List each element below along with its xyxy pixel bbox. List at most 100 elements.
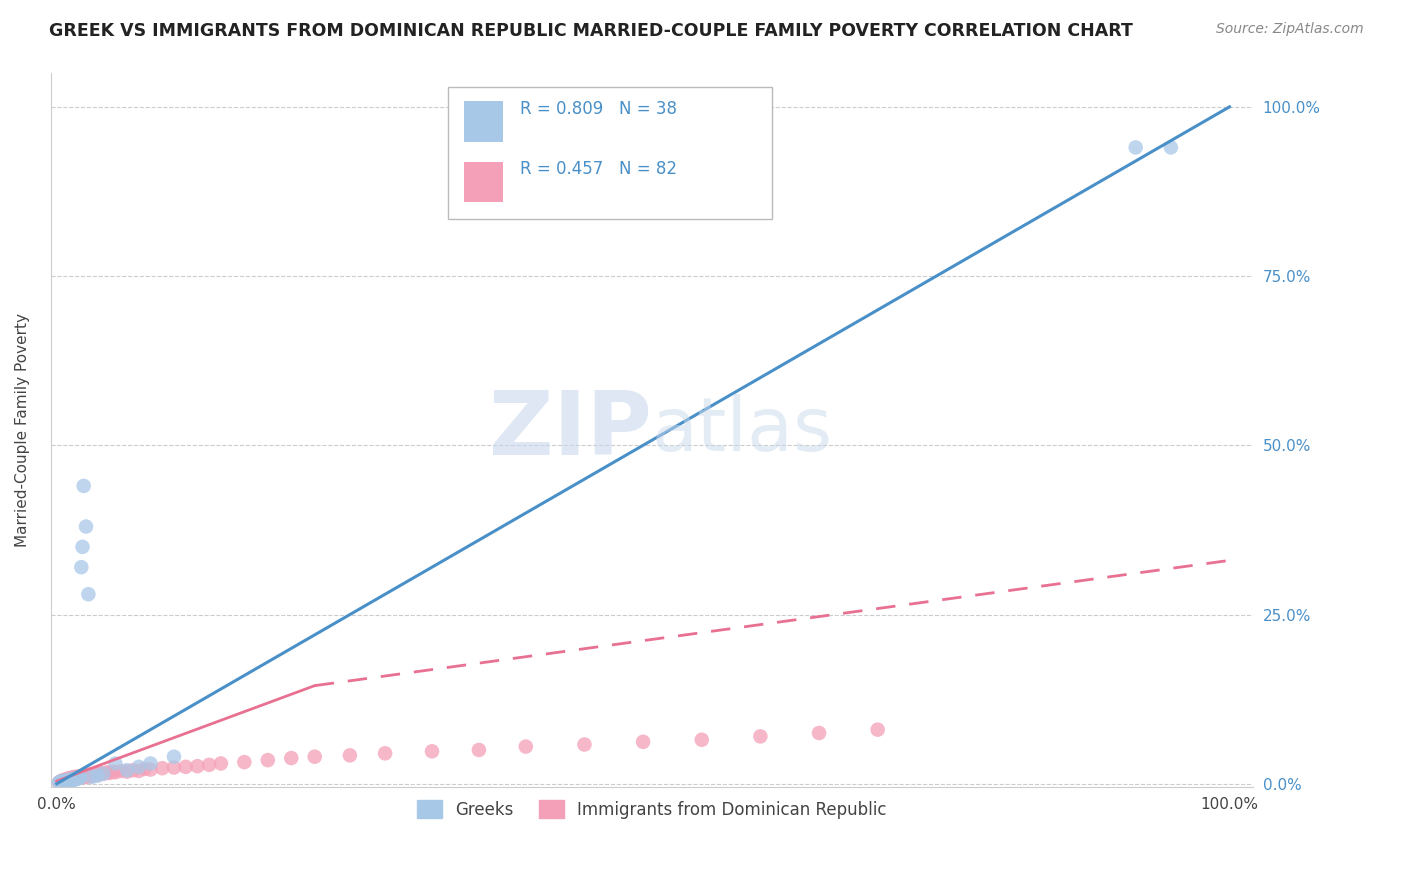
Point — [70, 560, 93, 574]
Point — [128, 760, 150, 774]
Point — [67, 771, 90, 785]
Point — [73, 479, 96, 493]
Point — [59, 773, 82, 788]
Point — [62, 772, 84, 786]
Point — [53, 774, 76, 789]
Point — [52, 774, 75, 789]
Point — [110, 764, 132, 778]
Point — [56, 773, 79, 788]
Point — [53, 773, 76, 788]
Point — [51, 774, 73, 789]
Point — [73, 769, 96, 783]
Point — [55, 772, 77, 787]
Point — [174, 760, 197, 774]
Point — [115, 764, 138, 778]
Point — [139, 763, 162, 777]
Text: R = 0.809   N = 38: R = 0.809 N = 38 — [520, 100, 676, 118]
Point — [69, 771, 91, 785]
Point — [101, 764, 124, 779]
Point — [93, 766, 115, 780]
Point — [65, 772, 87, 786]
Point — [866, 723, 889, 737]
Point — [87, 767, 110, 781]
Point — [808, 726, 831, 740]
Legend: Greeks, Immigrants from Dominican Republic: Greeks, Immigrants from Dominican Republ… — [411, 794, 893, 825]
Point — [58, 774, 80, 789]
FancyBboxPatch shape — [464, 161, 503, 202]
Point — [51, 773, 73, 788]
Point — [134, 762, 156, 776]
Point — [75, 769, 97, 783]
Point — [53, 772, 76, 787]
Point — [58, 772, 80, 787]
Point — [49, 775, 72, 789]
Point — [75, 519, 97, 533]
Point — [55, 774, 77, 789]
Point — [65, 770, 87, 784]
Point — [58, 774, 80, 789]
Point — [53, 774, 76, 789]
Point — [49, 774, 72, 789]
Text: Source: ZipAtlas.com: Source: ZipAtlas.com — [1216, 22, 1364, 37]
Point — [128, 764, 150, 778]
Point — [56, 772, 79, 786]
Point — [304, 749, 326, 764]
Point — [66, 772, 89, 786]
Point — [62, 771, 84, 785]
Point — [66, 772, 89, 786]
Point — [104, 765, 127, 780]
Point — [87, 769, 110, 783]
Text: atlas: atlas — [652, 393, 832, 467]
Point — [186, 759, 208, 773]
Text: R = 0.457   N = 82: R = 0.457 N = 82 — [520, 161, 676, 178]
Point — [55, 774, 77, 789]
Point — [63, 772, 86, 787]
Point — [515, 739, 537, 754]
Point — [96, 765, 118, 780]
Point — [139, 756, 162, 771]
Point — [209, 756, 232, 771]
Point — [163, 760, 186, 774]
Point — [79, 769, 101, 783]
Point — [56, 773, 79, 788]
Point — [574, 738, 596, 752]
Point — [70, 769, 93, 783]
Point — [72, 540, 94, 554]
Point — [59, 772, 82, 786]
Point — [51, 774, 73, 789]
Point — [62, 772, 84, 786]
Point — [49, 774, 72, 789]
Point — [89, 766, 111, 780]
Y-axis label: Married-Couple Family Poverty: Married-Couple Family Poverty — [15, 313, 30, 547]
Point — [84, 766, 107, 780]
Point — [1160, 140, 1182, 154]
Point — [58, 773, 80, 788]
Point — [1125, 140, 1147, 154]
Point — [80, 770, 103, 784]
Point — [339, 748, 361, 763]
Point — [80, 769, 103, 783]
Point — [51, 774, 73, 789]
Point — [59, 772, 82, 787]
Point — [198, 757, 221, 772]
Point — [122, 764, 145, 778]
FancyBboxPatch shape — [447, 87, 772, 219]
Point — [55, 773, 77, 788]
Point — [66, 771, 89, 785]
Point — [48, 775, 70, 789]
Text: ZIP: ZIP — [489, 386, 652, 474]
Point — [67, 769, 90, 783]
Point — [163, 749, 186, 764]
Point — [233, 755, 256, 769]
Point — [690, 732, 713, 747]
Point — [51, 774, 73, 789]
Point — [59, 772, 82, 786]
Point — [60, 772, 83, 787]
Point — [280, 751, 302, 765]
Point — [51, 774, 73, 789]
Point — [73, 770, 96, 784]
Point — [59, 772, 82, 787]
Point — [77, 768, 100, 782]
Point — [77, 587, 100, 601]
Text: GREEK VS IMMIGRANTS FROM DOMINICAN REPUBLIC MARRIED-COUPLE FAMILY POVERTY CORREL: GREEK VS IMMIGRANTS FROM DOMINICAN REPUB… — [49, 22, 1133, 40]
